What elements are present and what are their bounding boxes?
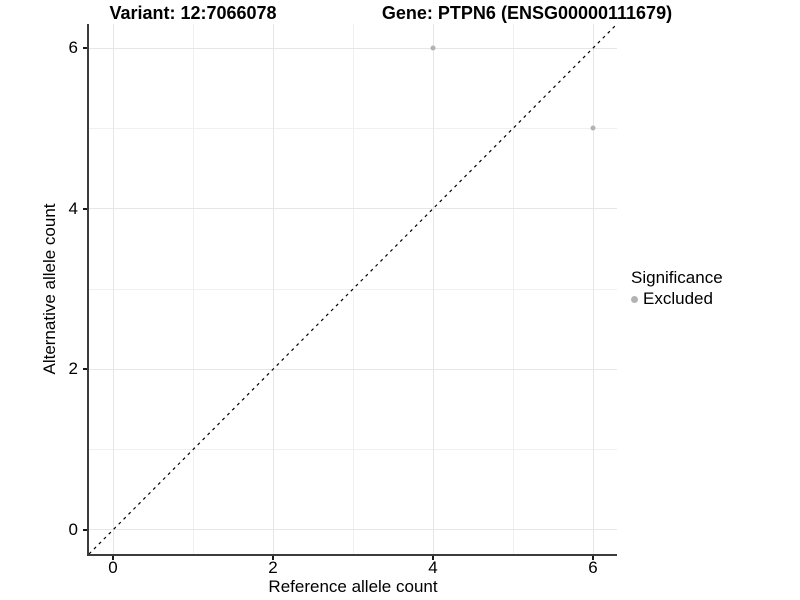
y-axis-tick — [83, 528, 87, 531]
y-tick-label: 2 — [68, 359, 78, 379]
x-tick-label: 4 — [428, 558, 438, 577]
legend-entry: Excluded — [631, 290, 723, 308]
gridline-y-major — [89, 47, 617, 49]
legend: Significance Excluded — [631, 268, 723, 308]
gridline-y-minor — [89, 449, 617, 451]
data-point — [590, 125, 596, 131]
y-tick-label: 6 — [68, 38, 78, 58]
gridline-y-major — [89, 529, 617, 531]
y-axis-tick — [83, 368, 87, 371]
gridline-x-major — [112, 24, 114, 554]
x-axis-tick — [112, 556, 114, 560]
y-axis-tick — [83, 47, 87, 50]
gridline-y-major — [89, 368, 617, 370]
gridline-y-minor — [89, 288, 617, 290]
y-axis-tick — [83, 207, 87, 210]
x-axis-tick — [592, 556, 594, 560]
x-tick-label: 2 — [268, 558, 278, 577]
data-point — [430, 45, 436, 51]
plot-title-variant: Variant: 12:7066078 — [109, 3, 277, 23]
gridline-x-major — [432, 24, 434, 554]
gridline-y-minor — [89, 127, 617, 129]
x-axis-label: Reference allele count — [268, 577, 438, 596]
gridline-x-major — [592, 24, 594, 554]
y-tick-label: 0 — [68, 519, 78, 539]
plot-panel — [87, 24, 617, 556]
legend-title: Significance — [631, 268, 723, 287]
legend-entry-label: Excluded — [643, 289, 713, 308]
y-tick-label: 4 — [68, 198, 78, 218]
x-axis-tick — [272, 556, 274, 560]
identity-line — [89, 24, 617, 554]
gridline-x-major — [272, 24, 274, 554]
x-axis-tick — [432, 556, 434, 560]
plot-title-gene: Gene: PTPN6 (ENSG00000111679) — [381, 3, 673, 23]
legend-point-icon — [631, 295, 638, 303]
x-tick-label: 0 — [108, 558, 118, 577]
y-axis-label: Alternative allele count — [40, 203, 59, 375]
x-tick-label: 6 — [588, 558, 598, 577]
gridline-y-major — [89, 208, 617, 210]
